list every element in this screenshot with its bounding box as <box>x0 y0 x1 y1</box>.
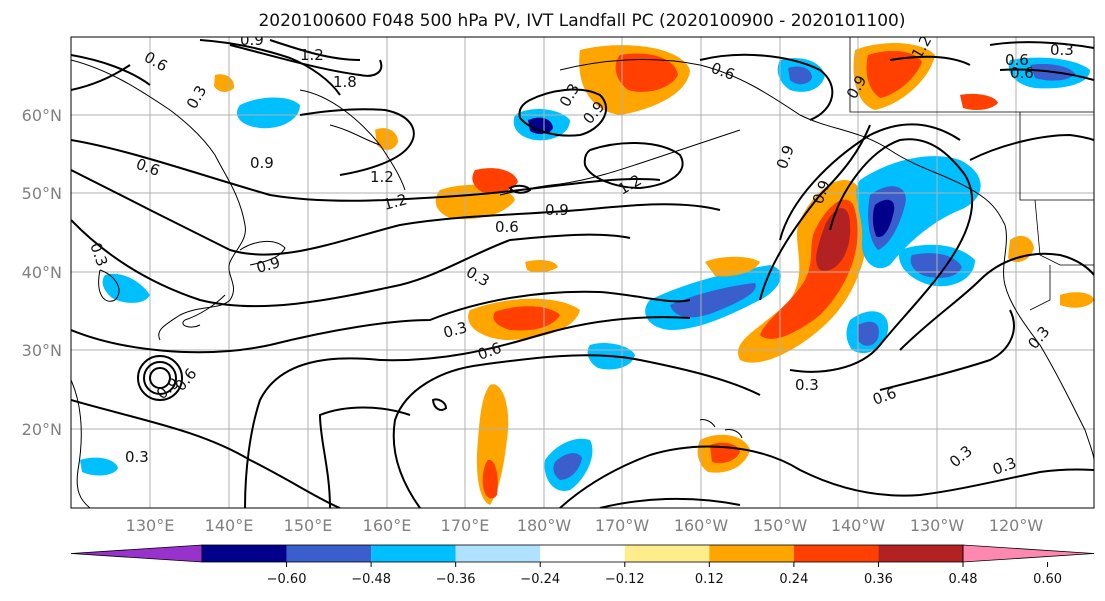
colorbar-segments <box>70 544 1095 563</box>
contour-label: 0.3 <box>1050 41 1074 59</box>
figure-title: 2020100600 F048 500 hPa PV, IVT Landfall… <box>258 11 905 31</box>
colorbar-extend-high <box>962 544 1095 563</box>
contour-label: 0.9 <box>254 253 282 277</box>
lon-label: 140°W <box>831 516 886 535</box>
coast-asia <box>71 59 246 508</box>
contour-label: 0.6 <box>495 218 519 236</box>
coast-kamchatka <box>299 89 406 191</box>
shade-red-n2 <box>866 50 922 98</box>
shade-red-c2 <box>493 306 560 331</box>
lat-label: 30°N <box>22 341 62 360</box>
lon-label: 150°W <box>753 516 808 535</box>
contour-label: 0.9 <box>250 154 274 172</box>
lat-label: 40°N <box>22 263 62 282</box>
lon-label: 160°W <box>674 516 729 535</box>
shade-orange-c5 <box>705 256 760 277</box>
colorbar-segment <box>286 545 372 562</box>
colorbar-segment <box>878 545 963 562</box>
shade-orange-c9 <box>1060 292 1094 308</box>
colorbar-tick-label: −0.36 <box>436 572 476 587</box>
shade-red-c1 <box>472 168 518 194</box>
contour-label: 1.2 <box>370 168 394 186</box>
shade-blue-w5 <box>102 273 150 303</box>
lat-label: 20°N <box>22 420 62 439</box>
contour-label: 0.6 <box>1010 64 1034 82</box>
lon-label: 150°E <box>284 516 333 535</box>
lon-label: 120°W <box>989 516 1044 535</box>
shade-orange-c7 <box>525 259 558 273</box>
lat-label: 50°N <box>22 184 62 203</box>
contour-label: 0.3 <box>125 448 149 466</box>
lon-label: 160°E <box>363 516 412 535</box>
lon-label: 170°E <box>441 516 490 535</box>
lon-label: 130°E <box>126 516 175 535</box>
contour-label: 1.8 <box>333 73 357 91</box>
colorbar-tick-label: 0.48 <box>949 572 978 587</box>
colorbar-segment <box>371 545 456 562</box>
colorbar-ticks: −0.60 −0.48 −0.36 −0.24 −0.12 0.12 0.24 0.36 0.4… <box>267 562 1062 587</box>
shade-blue-mid-core <box>670 283 756 318</box>
lon-label: 130°W <box>910 516 965 535</box>
contour-label: 0.3 <box>795 376 819 394</box>
colorbar-tick-label: −0.24 <box>520 572 560 587</box>
coast-alaska <box>559 59 1006 226</box>
pv-contours <box>71 39 1094 508</box>
shade-blue-ne2-core <box>788 66 812 85</box>
colorbar-segment <box>624 545 710 562</box>
coast-namerica <box>1003 224 1094 461</box>
shade-blue-w1 <box>236 97 300 129</box>
contour-label: 1.2 <box>381 190 409 214</box>
contour-label: 0.6 <box>1005 51 1029 69</box>
shade-orange-c10 <box>960 93 998 111</box>
colorbar: −0.60 −0.48 −0.36 −0.24 −0.12 0.12 0.24 0.36 0.4… <box>70 544 1095 587</box>
colorbar-tick-label: 0.24 <box>779 572 808 587</box>
colorbar-frame <box>201 544 964 563</box>
shade-blue-w2-core <box>528 117 553 135</box>
contour-label: 0.3 <box>441 318 469 342</box>
colorbar-extend-low <box>70 544 203 563</box>
shade-blue-ne-dark <box>872 199 895 238</box>
colorbar-tick-label: −0.60 <box>267 572 307 587</box>
shade-blue-b-core <box>858 321 879 346</box>
colorbar-segment <box>709 545 794 562</box>
latitude-labels: 60°N 50°N 40°N 30°N 20°N <box>22 106 62 439</box>
longitude-labels: 130°E 140°E 150°E 160°E 170°E 180°W 170°… <box>126 516 1044 535</box>
colorbar-segment <box>540 545 625 562</box>
colorbar-tick-label: 0.12 <box>695 572 724 587</box>
shade-red-c3 <box>482 459 498 499</box>
map-panel: 0.6 0.9 1.2 1.8 0.3 0.6 0.9 1.2 1.2 0.9 … <box>70 31 1095 509</box>
shade-blue-w4-core <box>553 453 582 480</box>
shaded-field <box>80 43 1094 505</box>
colorbar-tick-label: 0.36 <box>864 572 893 587</box>
lon-label: 140°E <box>205 516 254 535</box>
coast-hawaii <box>699 419 743 439</box>
lat-label: 60°N <box>22 106 62 125</box>
shade-band-darkred <box>816 208 851 271</box>
contour-label: 1.2 <box>300 46 324 64</box>
colorbar-tick-label: 0.60 <box>1033 572 1062 587</box>
colorbar-segment <box>202 545 287 562</box>
map-frame <box>70 36 1095 509</box>
lon-label: 170°W <box>595 516 650 535</box>
colorbar-segment <box>793 545 879 562</box>
colorbar-segment <box>455 545 541 562</box>
colorbar-tick-label: −0.48 <box>351 572 391 587</box>
lon-label: 180°W <box>517 516 572 535</box>
contour-label: 0.9 <box>240 31 264 49</box>
shade-red-n1 <box>615 53 678 92</box>
colorbar-tick-label: −0.12 <box>605 572 645 587</box>
contour-label: 0.9 <box>545 201 569 219</box>
shade-blue-w6 <box>80 457 118 476</box>
